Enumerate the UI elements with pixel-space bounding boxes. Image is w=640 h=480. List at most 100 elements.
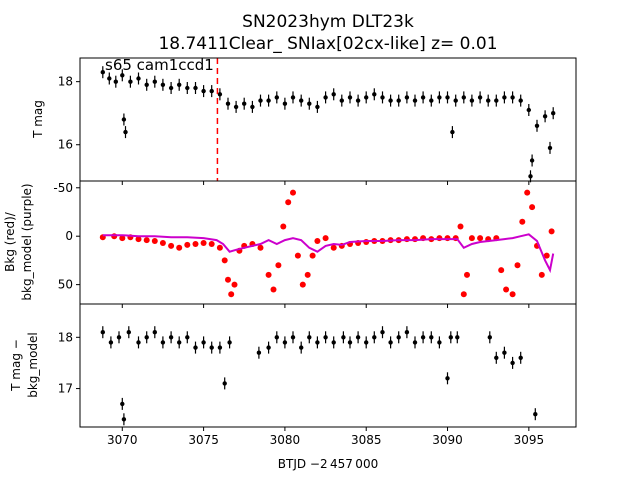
bkg-point — [304, 271, 311, 278]
data-point — [160, 82, 166, 88]
data-point — [177, 340, 182, 345]
data-point — [388, 340, 393, 345]
middle-panel-ylabel-line1: Bkg (red)/ — [3, 211, 17, 272]
data-point — [502, 350, 507, 355]
bkg-point — [285, 199, 292, 206]
bkg-point — [538, 271, 545, 278]
data-point — [307, 101, 312, 106]
data-point — [217, 92, 223, 97]
x-tick-label: 3095 — [514, 433, 545, 447]
data-point — [290, 95, 296, 100]
x-tick-label: 3085 — [351, 433, 382, 447]
bkg-point — [221, 257, 228, 264]
data-point — [528, 174, 533, 179]
data-point — [201, 88, 206, 94]
bkg-point — [143, 237, 150, 244]
data-point — [217, 345, 223, 350]
data-point — [100, 330, 106, 335]
data-point — [136, 76, 141, 81]
middle-panel-marks — [99, 189, 555, 298]
data-point — [347, 95, 353, 100]
data-point — [396, 98, 401, 103]
data-point — [518, 355, 523, 360]
bkg-point — [216, 244, 223, 251]
bkg-point — [290, 189, 296, 196]
data-point — [437, 95, 442, 100]
data-point — [121, 117, 127, 122]
x-tick-label: 3090 — [432, 433, 463, 447]
bkg-point — [168, 242, 175, 249]
data-point — [225, 101, 231, 106]
data-point — [355, 98, 361, 103]
data-point — [108, 340, 114, 345]
data-point — [160, 340, 166, 345]
data-point — [121, 417, 127, 422]
data-point — [128, 79, 133, 84]
bkg-point — [529, 204, 536, 211]
data-point — [364, 95, 369, 100]
bkg-point — [524, 189, 531, 196]
middle-panel-ylabel-line2: bkg_model (purple) — [20, 183, 34, 300]
data-point — [339, 98, 344, 103]
data-point — [113, 79, 119, 84]
data-point — [250, 104, 255, 110]
y-tick-label: 16 — [58, 138, 73, 152]
x-axis-ticks: 3070 3075 3080 3085 3090 3095 — [107, 181, 544, 447]
data-point — [487, 335, 492, 340]
data-point — [429, 335, 434, 340]
data-point — [107, 76, 112, 81]
data-point — [502, 95, 507, 100]
data-point — [412, 340, 418, 345]
data-point — [193, 85, 198, 91]
data-point — [307, 335, 312, 340]
data-point — [282, 340, 288, 345]
middle-panel-ticks: -50 0 50 — [53, 181, 80, 292]
bkg-point — [192, 241, 199, 247]
top-panel-annotation: s65 cam1ccd1 — [105, 56, 214, 74]
figure-title-line2: 18.7411Clear_ SNIax[02cx-like] z= 0.01 — [158, 34, 497, 54]
bkg-point — [322, 235, 329, 242]
bkg-point — [464, 271, 470, 278]
data-point — [144, 335, 149, 340]
x-tick-label: 3070 — [107, 433, 138, 447]
bkg-point — [151, 238, 158, 244]
data-point — [266, 98, 271, 103]
bkg-point — [159, 240, 166, 246]
data-point — [396, 335, 401, 340]
data-point — [551, 111, 556, 116]
data-point — [420, 335, 426, 340]
data-point — [445, 376, 450, 381]
data-point — [542, 114, 548, 119]
top-panel-ylabel: T mag — [31, 100, 45, 139]
x-tick-label: 3075 — [188, 433, 219, 447]
bkg-point — [503, 286, 510, 293]
data-point — [486, 98, 491, 103]
data-point — [120, 401, 125, 407]
data-point — [388, 98, 393, 103]
data-point — [256, 350, 262, 355]
data-point — [341, 335, 346, 340]
data-point — [364, 340, 369, 345]
bkg-point — [519, 218, 526, 225]
data-point — [266, 345, 271, 350]
data-point — [193, 345, 198, 350]
x-axis-label: BTJD −2 457 000 — [278, 457, 378, 471]
data-point — [529, 158, 535, 163]
bkg-point — [184, 241, 191, 248]
bkg-point — [280, 223, 287, 230]
data-point — [533, 412, 538, 417]
bkg-point — [257, 244, 264, 251]
data-point — [461, 95, 466, 100]
bkg-point — [548, 228, 555, 235]
y-tick-label: 18 — [58, 330, 73, 344]
bkg-point — [270, 286, 277, 293]
bkg-point — [228, 291, 235, 298]
data-point — [494, 355, 499, 360]
bkg-point — [119, 235, 126, 242]
bkg-point — [498, 267, 505, 274]
data-point — [331, 340, 336, 345]
data-point — [547, 145, 553, 151]
